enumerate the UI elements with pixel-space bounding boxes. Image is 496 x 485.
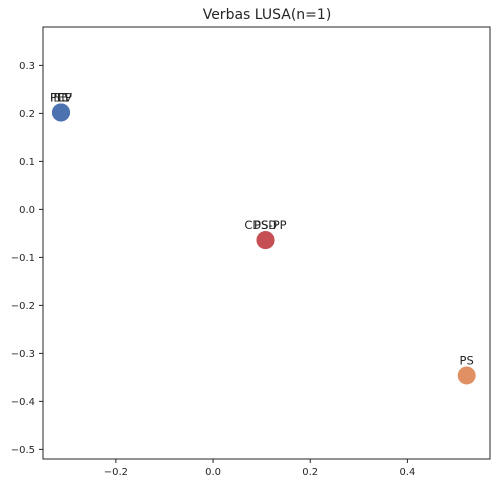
scatter-point xyxy=(51,103,70,122)
point-label: PEV xyxy=(50,90,72,104)
y-tick-label: −0.3 xyxy=(11,349,35,360)
y-tick-label: 0.0 xyxy=(19,205,35,216)
point-label: PSD xyxy=(254,218,277,232)
y-tick-label: 0.1 xyxy=(19,157,35,168)
x-tick-label: 0.2 xyxy=(302,467,318,478)
point-label: BE xyxy=(53,90,68,104)
x-tick-label: −0.2 xyxy=(104,467,128,478)
y-tick-label: 0.3 xyxy=(19,61,35,72)
y-tick-label: −0.4 xyxy=(11,397,35,408)
y-axis: 0.3 0.2 0.1 0.0 −0.1 −0.2 −0.3 −0.4 −0.5 xyxy=(11,61,43,456)
points-layer xyxy=(51,103,476,385)
x-axis: −0.2 0.0 0.2 0.4 xyxy=(104,459,415,478)
x-tick-label: 0.0 xyxy=(205,467,221,478)
y-tick-label: 0.2 xyxy=(19,109,35,120)
chart-title: Verbas LUSA(n=1) xyxy=(203,7,332,23)
y-tick-label: −0.1 xyxy=(11,253,35,264)
point-label: PS xyxy=(460,353,474,367)
scatter-point xyxy=(457,366,476,385)
x-tick-label: 0.4 xyxy=(399,467,415,478)
y-tick-label: −0.5 xyxy=(11,445,35,456)
plot-frame xyxy=(42,26,491,460)
point-label: CDS-PP xyxy=(244,218,286,232)
scatter-point xyxy=(256,231,275,250)
y-tick-label: −0.2 xyxy=(11,301,35,312)
point-label: PCP xyxy=(50,90,72,104)
